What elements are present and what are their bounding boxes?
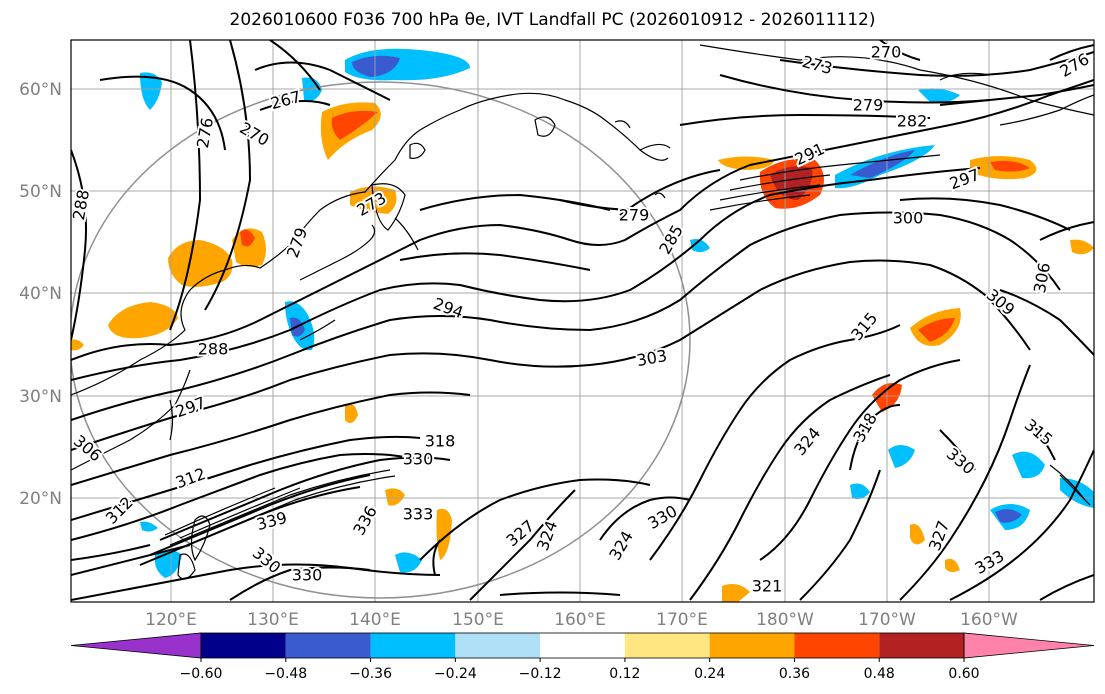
colorbar-swatch [201,633,286,658]
colorbar-tick-label: −0.12 [519,666,562,682]
lat-tick-label: 20°N [19,489,62,509]
colorbar-outline [200,632,965,659]
lon-tick-label: 170°W [858,610,916,630]
shade-blob [690,239,710,253]
shade-blob [995,509,1022,523]
shade-blob [140,72,162,110]
shade-blob [168,240,233,287]
colorbar-tick-label: 0.12 [609,666,640,682]
shade-blob [385,488,405,506]
theta-e-contours [71,40,1094,601]
lat-axis: 60°N 50°N 40°N 30°N 20°N [19,80,62,509]
contour-label: 333 [403,505,434,524]
colorbar-extend-high [963,632,1095,659]
shade-blob [718,156,775,170]
lat-tick-label: 50°N [19,182,62,202]
shading-layer [71,48,1094,602]
graticule [71,40,1094,602]
contour-label: 318 [425,432,456,451]
landfall-region-circle [71,81,691,599]
colorbar-tick-label: −0.60 [180,666,223,682]
theta-e-contours-thin [164,154,1091,551]
colorbar-swatch [879,633,964,658]
lat-tick-label: 40°N [19,284,62,304]
colorbar-tick-label: −0.48 [264,666,307,682]
colorbar-tick-label: −0.24 [434,666,477,682]
colorbar-swatch [285,633,371,658]
shade-blob [71,339,84,351]
shade-blob [850,150,915,178]
map-title: 2026010600 F036 700 hPa θe, IVT Landfall… [229,10,876,30]
shade-blob [352,55,400,77]
contour-label: 330 [403,450,434,469]
shade-blob [945,558,960,573]
shade-blob [108,302,178,339]
lon-tick-label: 180°W [756,610,814,630]
shade-blob [850,483,870,500]
contour-label: 279 [853,96,884,115]
shade-blob [918,318,955,342]
colorbar-extend-low [70,632,202,659]
shade-blob [232,228,266,267]
contour-label: 282 [897,112,928,131]
shade-blob [140,521,158,532]
shade-blob [350,186,397,214]
shade-blob [888,445,915,468]
shade-blob [240,229,255,247]
shade-blob [910,524,925,545]
colorbar-tick-label: −0.36 [349,666,392,682]
contour-label: 279 [619,206,650,225]
map-frame [70,39,1095,603]
colorbar-tick-label: 0.60 [948,666,979,682]
shade-blob [990,160,1030,172]
shade-blob [436,508,452,560]
colorbar-swatch [540,633,625,658]
shade-blob [331,110,378,140]
colorbar-tick-label: 0.36 [779,666,810,682]
lon-tick-label: 140°E [349,610,401,630]
shade-blob [722,584,750,602]
contour-label: 288 [198,340,229,359]
lon-tick-label: 170°E [656,610,708,630]
shade-blob [1012,451,1045,479]
shade-blob [770,166,813,200]
coastlines [71,44,1094,580]
lon-tick-label: 120°E [145,610,197,630]
contour-label: 270 [871,43,902,62]
shade-blob [1070,239,1094,255]
lon-axis: 120°E 130°E 140°E 150°E 160°E 170°E 180°W 170°W… [145,610,1018,630]
lat-tick-label: 30°N [19,387,62,407]
colorbar-tick-label: 0.24 [694,666,725,682]
lon-tick-label: 150°E [452,610,504,630]
lon-tick-label: 160°W [960,610,1018,630]
lat-tick-label: 60°N [19,80,62,100]
colorbar-swatch [624,633,710,658]
lon-tick-label: 130°E [247,610,299,630]
colorbar-swatch [455,633,541,658]
colorbar-swatch [370,633,456,658]
contour-label: 321 [752,577,783,596]
shade-blob [395,552,422,573]
lon-tick-label: 160°E [554,610,606,630]
colorbar-tick-label: 0.48 [864,666,895,682]
contour-label: 300 [893,209,924,228]
shade-blob [345,403,358,424]
colorbar-swatch [709,633,795,658]
shade-blob [918,88,960,103]
colorbar: −0.60 −0.48 −0.36 −0.24 −0.12 0.12 0.24 0.36 0.4… [70,632,1095,682]
contour-label: 330 [292,566,323,585]
colorbar-swatch [794,633,880,658]
